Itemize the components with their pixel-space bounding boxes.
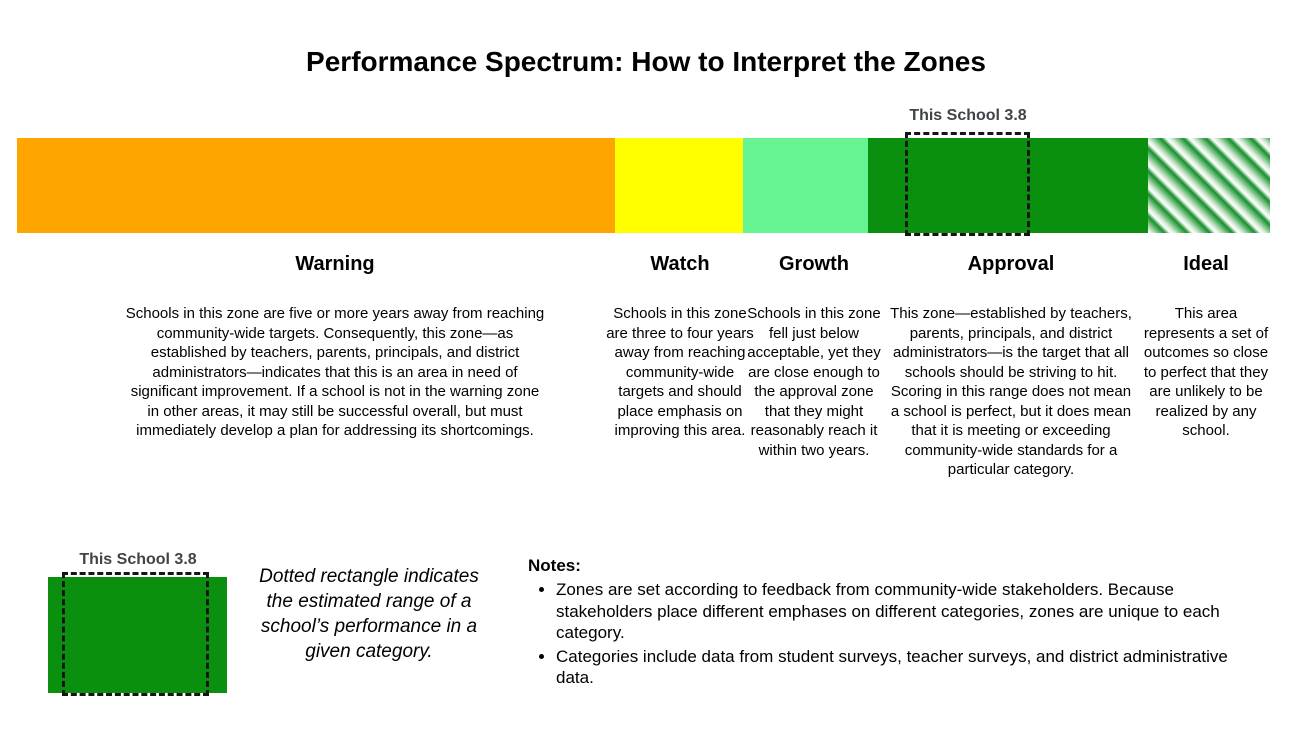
legend-approval-swatch (48, 577, 227, 693)
zone-column-ideal: Ideal This area represents a set of outc… (1140, 253, 1272, 441)
zone-heading-growth: Growth (779, 253, 849, 275)
notes-list: Zones are set according to feedback from… (528, 579, 1244, 689)
zone-bar-growth (743, 138, 868, 233)
zone-heading-watch: Watch (650, 253, 710, 275)
note-item: Categories include data from student sur… (556, 646, 1244, 689)
zone-description-watch: Schools in this zone are three to four y… (606, 305, 754, 439)
zone-heading-warning: Warning (295, 253, 375, 275)
page-title: Performance Spectrum: How to Interpret t… (306, 46, 986, 77)
zone-description-approval: This zone—established by teachers, paren… (890, 305, 1132, 478)
zone-bar-watch (615, 138, 743, 233)
zone-description-growth: Schools in this zone fell just below acc… (747, 305, 881, 459)
legend-caption: Dotted rectangle indicates the estimated… (259, 566, 479, 662)
legend-marker-label: This School 3.8 (79, 551, 197, 568)
zone-column-growth: Growth Schools in this zone fell just be… (744, 253, 884, 460)
school-range-dotted-rectangle (905, 132, 1030, 236)
zone-bar-approval (868, 138, 1148, 233)
zone-column-watch: Watch Schools in this zone are three to … (604, 253, 756, 441)
zone-heading-approval: Approval (967, 253, 1055, 275)
zone-description-ideal: This area represents a set of outcomes s… (1143, 305, 1269, 439)
note-item: Zones are set according to feedback from… (556, 579, 1244, 644)
bar-marker-label: This School 3.8 (909, 107, 1027, 124)
legend-dotted-rectangle (62, 572, 209, 696)
zone-bar-warning (17, 138, 615, 233)
zone-bar-ideal (1148, 138, 1270, 233)
zone-description-warning: Schools in this zone are five or more ye… (125, 305, 545, 439)
notes-section: Notes: Zones are set according to feedba… (528, 556, 1244, 691)
zone-column-warning: Warning Schools in this zone are five or… (125, 253, 545, 441)
spectrum-bar (17, 138, 1270, 233)
notes-heading: Notes: (528, 556, 581, 575)
zone-column-approval: Approval This zone—established by teache… (886, 253, 1136, 480)
zone-heading-ideal: Ideal (1183, 253, 1229, 275)
